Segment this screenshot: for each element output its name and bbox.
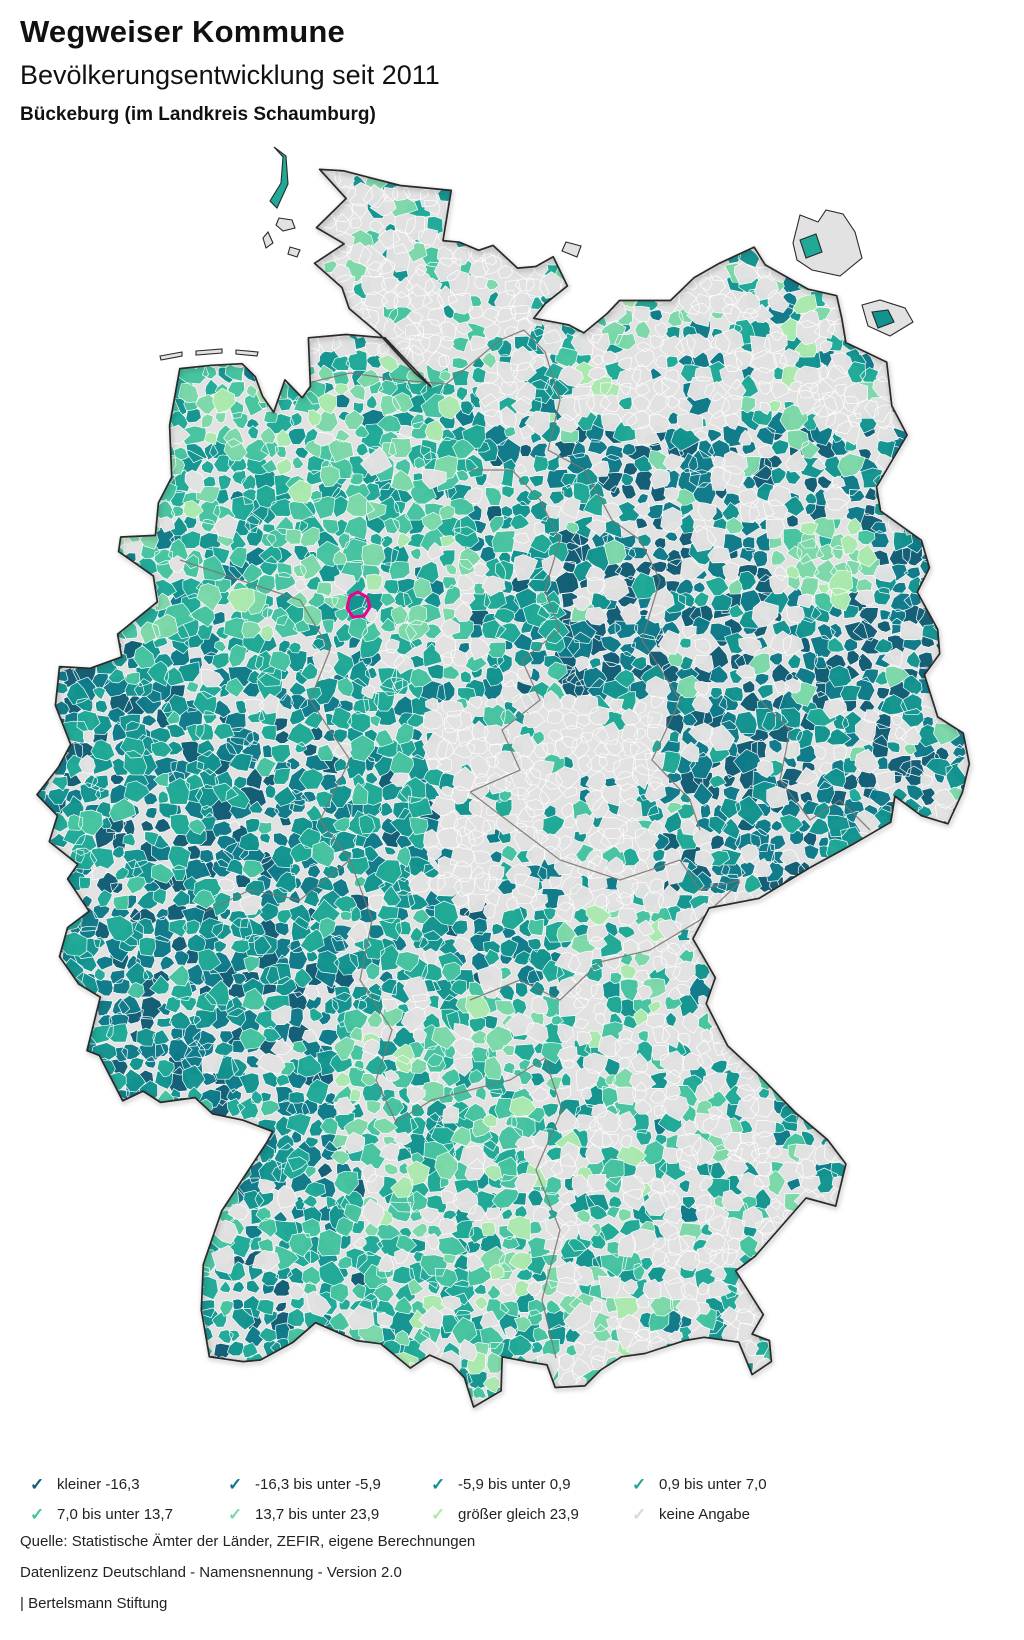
municipality-mosaic	[37, 169, 970, 1407]
check-icon: ✓	[30, 1474, 45, 1494]
app-title: Wegweiser Kommune	[20, 14, 345, 49]
legend-label: 13,7 bis unter 23,9	[255, 1505, 380, 1523]
legend-label: -5,9 bis unter 0,9	[458, 1475, 571, 1493]
legend-label: -16,3 bis unter -5,9	[255, 1475, 381, 1493]
map-footer: Quelle: Statistische Ämter der Länder, Z…	[20, 1532, 475, 1625]
islands	[159, 146, 914, 361]
legend-item-class-1[interactable]: ✓ kleiner -16,3	[30, 1469, 228, 1499]
legend-label: größer gleich 23,9	[458, 1505, 579, 1523]
source-text: Quelle: Statistische Ämter der Länder, Z…	[20, 1533, 476, 1550]
map-legend: ✓ kleiner -16,3 ✓ -16,3 bis unter -5,9 ✓…	[30, 1469, 1014, 1529]
legend-item-class-5[interactable]: ✓ 7,0 bis unter 13,7	[30, 1499, 228, 1529]
page-header: Wegweiser Kommune Bevölkerungsentwicklun…	[20, 14, 440, 126]
legend-item-class-4[interactable]: ✓ 0,9 bis unter 7,0	[632, 1469, 1014, 1499]
license-text: Datenlizenz Deutschland - Namensnennung …	[20, 1564, 402, 1581]
legend-item-class-6[interactable]: ✓ 13,7 bis unter 23,9	[228, 1499, 431, 1529]
check-icon: ✓	[431, 1474, 446, 1494]
legend-item-no-data[interactable]: ✓ keine Angabe	[632, 1499, 1014, 1529]
legend-item-class-2[interactable]: ✓ -16,3 bis unter -5,9	[228, 1469, 431, 1499]
selected-municipality-title: Bückeburg (im Landkreis Schaumburg)	[20, 104, 376, 125]
legend-label: 0,9 bis unter 7,0	[659, 1475, 767, 1493]
indicator-title: Bevölkerungsentwicklung seit 2011	[20, 60, 440, 90]
legend-label: kleiner -16,3	[57, 1475, 140, 1493]
legend-item-class-7[interactable]: ✓ größer gleich 23,9	[431, 1499, 632, 1529]
legend-label: keine Angabe	[659, 1505, 750, 1523]
check-icon: ✓	[632, 1474, 647, 1494]
legend-item-class-3[interactable]: ✓ -5,9 bis unter 0,9	[431, 1469, 632, 1499]
check-icon: ✓	[431, 1504, 446, 1524]
selected-municipality-highlight	[345, 590, 372, 619]
country-border	[36, 168, 971, 1408]
legend-label: 7,0 bis unter 13,7	[57, 1505, 173, 1523]
check-icon: ✓	[30, 1504, 45, 1524]
check-icon: ✓	[228, 1504, 243, 1524]
state-borders	[179, 329, 871, 1359]
check-icon: ✓	[228, 1474, 243, 1494]
attribution-text: | Bertelsmann Stiftung	[20, 1595, 168, 1612]
check-icon: ✓	[632, 1504, 647, 1524]
